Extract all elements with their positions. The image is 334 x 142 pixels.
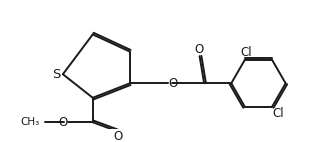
Text: O: O [194,43,203,56]
Text: O: O [168,77,177,90]
Text: CH₃: CH₃ [20,117,39,127]
Text: Cl: Cl [273,107,284,120]
Text: O: O [59,116,68,129]
Text: Cl: Cl [240,46,252,59]
Text: O: O [114,130,123,142]
Text: S: S [52,68,60,81]
